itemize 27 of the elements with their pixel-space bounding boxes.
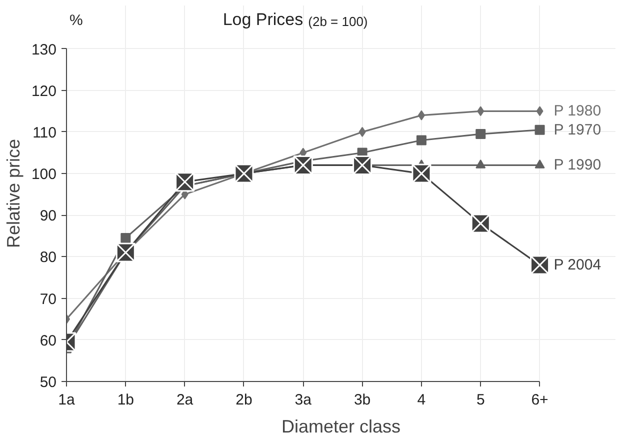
x-tick-label: 4 [417,392,426,408]
y-tick-label: 50 [40,374,57,391]
x-axis-title: Diameter class [281,416,401,436]
series-label: P 2004 [554,256,602,274]
y-tick-label: 90 [40,208,57,225]
x-tick-label: 6+ [531,392,549,408]
series-label: P 1970 [554,121,602,138]
series-label: P 1990 [554,156,602,174]
y-tick-label: 100 [31,166,57,184]
x-tick-label: 3b [354,392,371,408]
y-tick-label: 70 [40,290,57,308]
chart-subtitle: (2b = 100) [308,14,368,29]
x-tick-label: 2b [236,392,252,408]
y-axis-title: Relative price [3,138,24,248]
y-tick-label: 130 [31,41,57,58]
x-tick-label: 1b [117,392,134,408]
series-label: P 1980 [554,102,602,120]
x-tick-label: 3a [294,392,312,408]
y-tick-label: 80 [40,249,57,266]
chart-title: Log Prices [222,10,304,29]
y-tick-label: 110 [32,124,57,142]
text: % [70,12,83,29]
x-tick-label: 5 [476,392,485,408]
x-tick-label: 2a [176,392,194,408]
y-tick-label: 60 [40,332,57,350]
x-tick-label: 1a [58,392,76,408]
y-tick-label: 120 [31,82,57,100]
